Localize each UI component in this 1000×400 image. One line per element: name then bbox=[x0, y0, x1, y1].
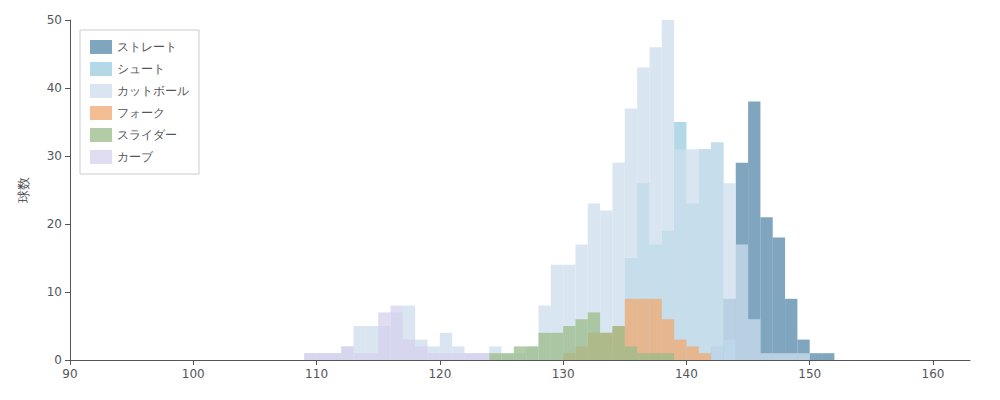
svg-text:140: 140 bbox=[675, 367, 698, 381]
svg-text:フォーク: フォーク bbox=[117, 106, 165, 120]
svg-text:ストレート: ストレート bbox=[117, 40, 177, 54]
svg-text:160: 160 bbox=[922, 367, 945, 381]
svg-text:50: 50 bbox=[47, 13, 62, 27]
svg-text:100: 100 bbox=[182, 367, 205, 381]
svg-text:130: 130 bbox=[552, 367, 575, 381]
svg-text:カットボール: カットボール bbox=[117, 84, 189, 98]
svg-text:カーブ: カーブ bbox=[117, 150, 154, 164]
svg-text:10: 10 bbox=[47, 285, 62, 299]
svg-text:シュート: シュート bbox=[117, 62, 165, 76]
svg-text:20: 20 bbox=[47, 217, 62, 231]
svg-text:120: 120 bbox=[428, 367, 451, 381]
svg-text:90: 90 bbox=[62, 367, 77, 381]
svg-text:40: 40 bbox=[47, 81, 62, 95]
svg-text:30: 30 bbox=[47, 149, 62, 163]
svg-text:球数: 球数 bbox=[16, 177, 31, 203]
svg-text:0: 0 bbox=[54, 353, 62, 367]
svg-text:110: 110 bbox=[305, 367, 328, 381]
svg-text:スライダー: スライダー bbox=[117, 128, 177, 142]
svg-text:150: 150 bbox=[798, 367, 821, 381]
